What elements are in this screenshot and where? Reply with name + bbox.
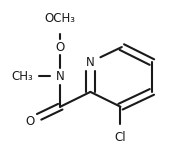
Text: OCH₃: OCH₃ — [45, 12, 76, 25]
Text: N: N — [56, 70, 65, 83]
Text: O: O — [56, 41, 65, 54]
Text: O: O — [25, 115, 35, 128]
Text: N: N — [86, 56, 95, 69]
Text: CH₃: CH₃ — [12, 70, 33, 83]
Text: Cl: Cl — [115, 131, 126, 144]
